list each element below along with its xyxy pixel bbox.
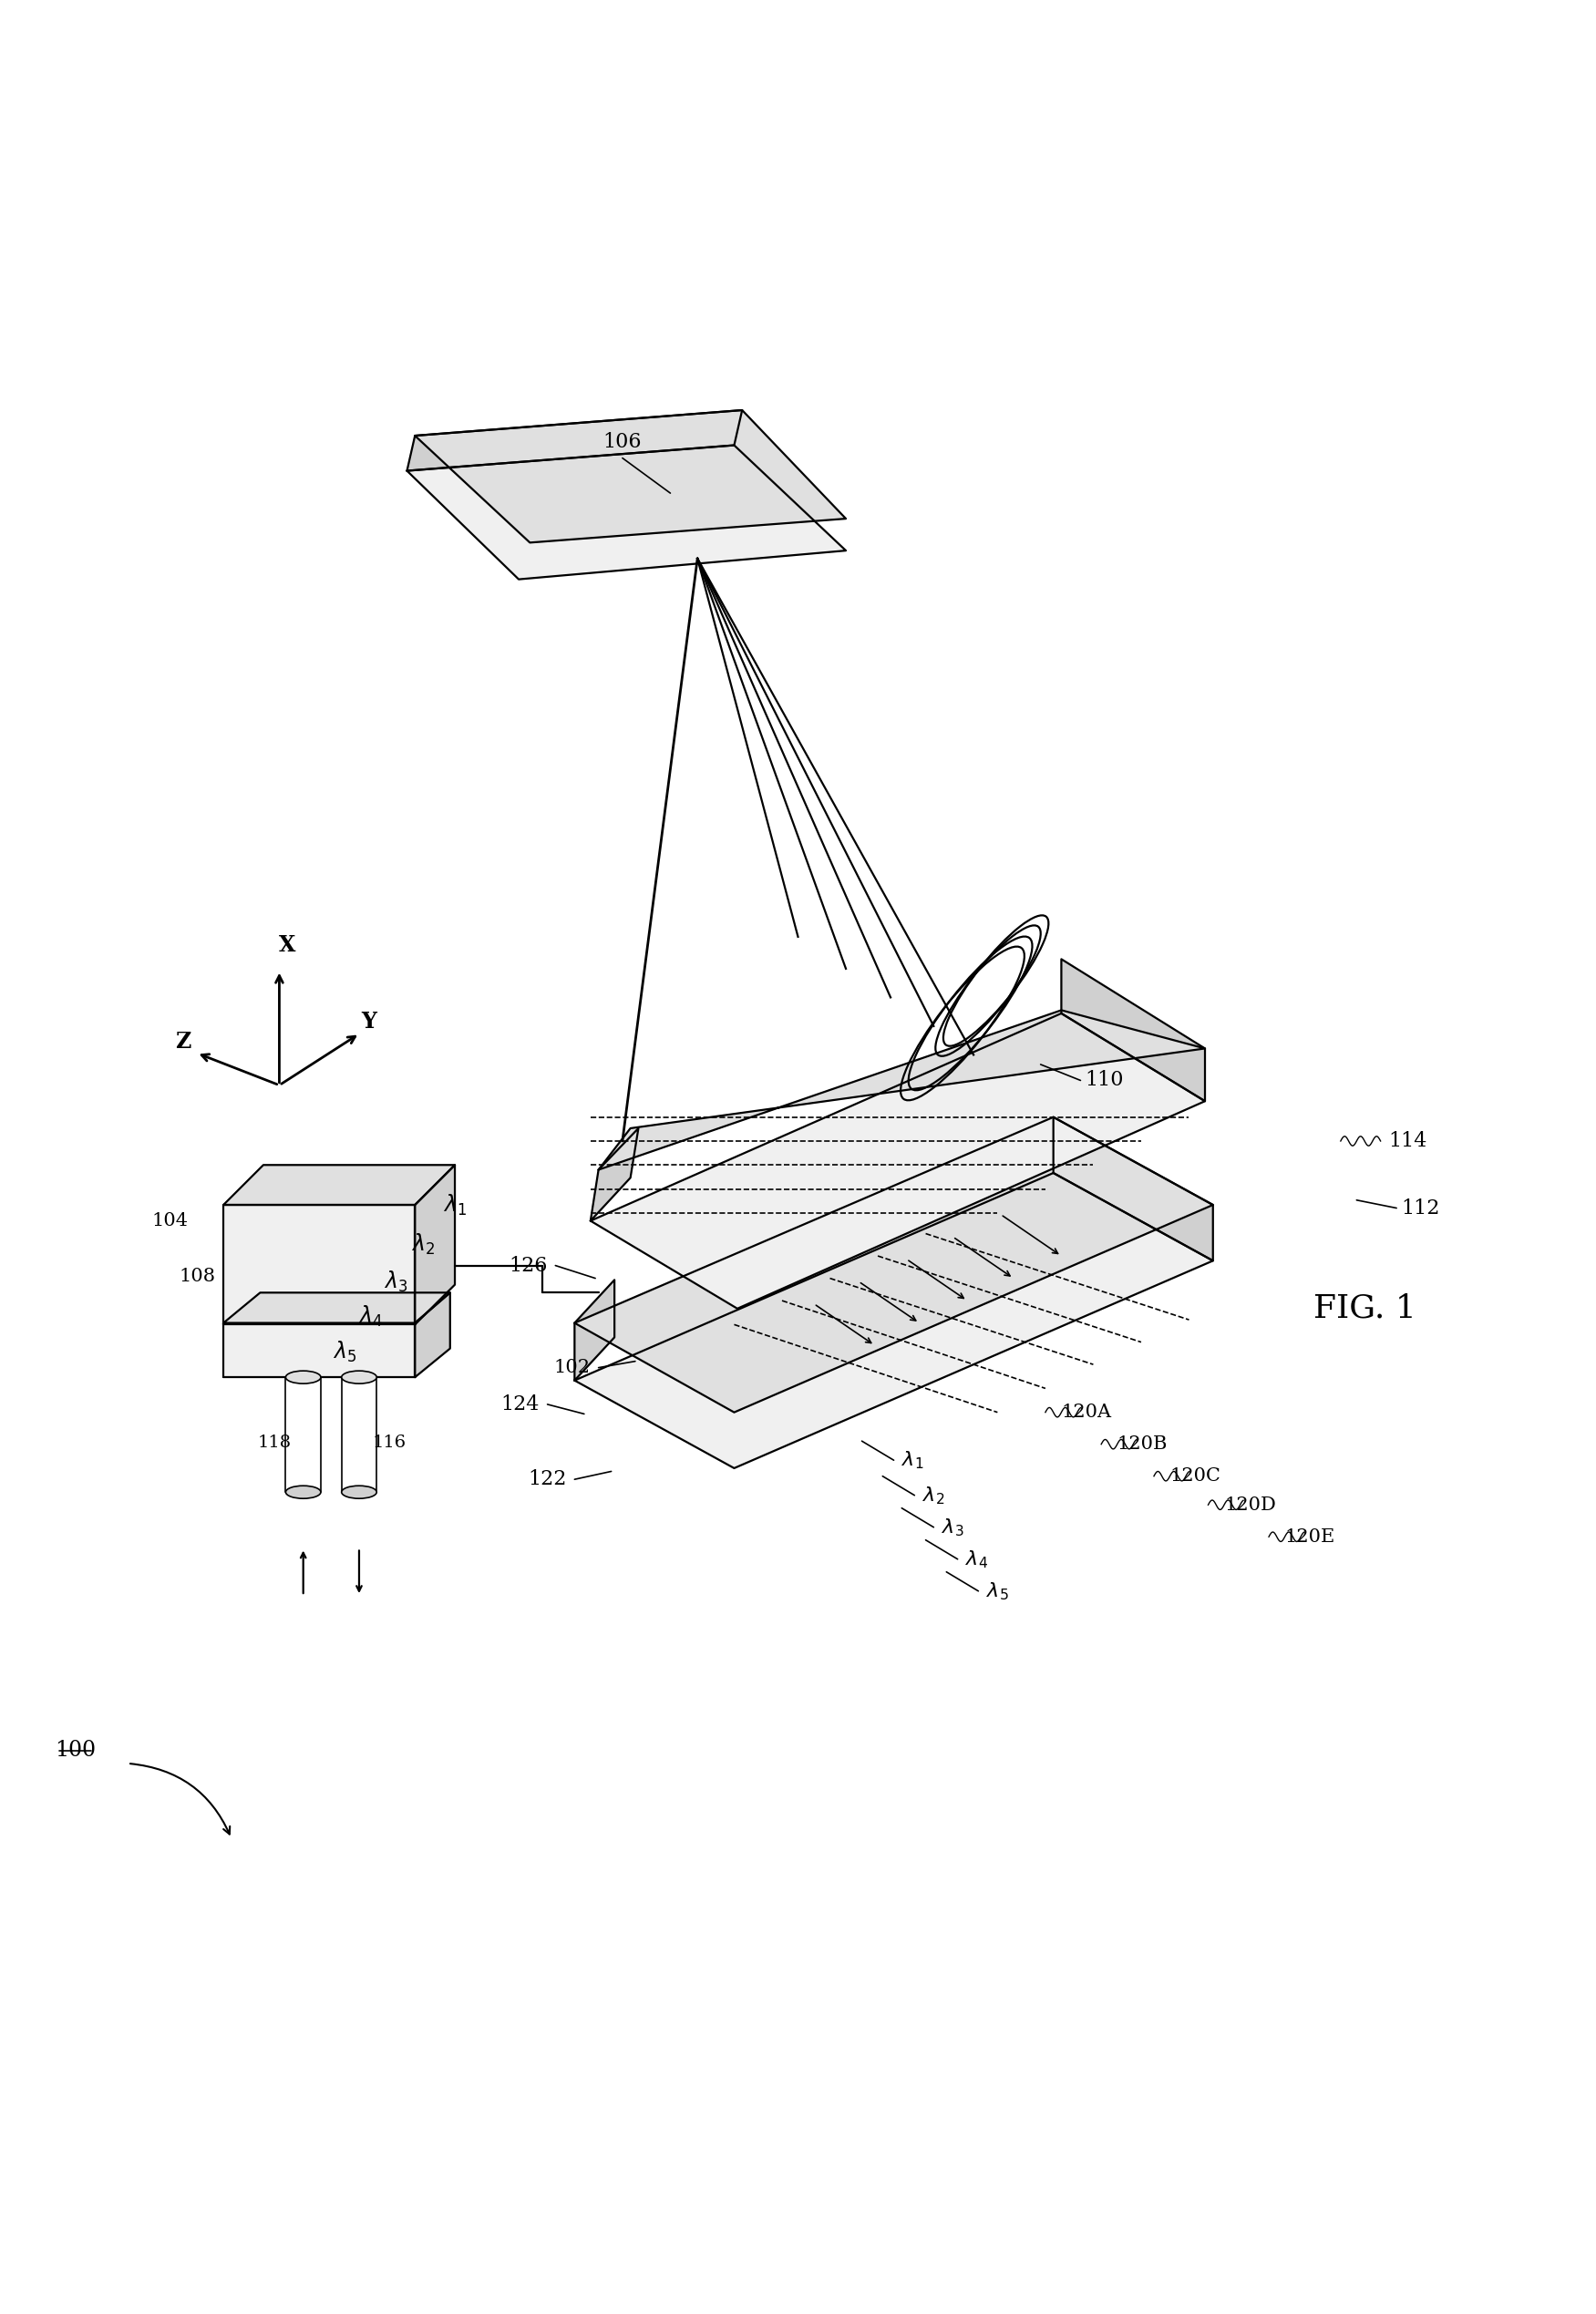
- Text: $\lambda_3$: $\lambda_3$: [942, 1516, 964, 1539]
- Text: $\lambda_5$: $\lambda_5$: [334, 1340, 356, 1363]
- Polygon shape: [598, 1011, 1205, 1171]
- Polygon shape: [407, 444, 846, 578]
- Ellipse shape: [286, 1370, 321, 1384]
- Ellipse shape: [342, 1370, 377, 1384]
- Text: X: X: [279, 935, 295, 956]
- Polygon shape: [575, 1118, 1213, 1412]
- Polygon shape: [223, 1294, 450, 1324]
- Text: 104: 104: [152, 1213, 188, 1229]
- Text: $\lambda_5$: $\lambda_5$: [986, 1580, 1009, 1601]
- Text: 100: 100: [54, 1740, 96, 1761]
- Polygon shape: [1061, 958, 1205, 1101]
- Text: 122: 122: [528, 1469, 567, 1490]
- Polygon shape: [415, 1294, 450, 1377]
- Text: 120E: 120E: [1285, 1527, 1336, 1546]
- Text: 116: 116: [372, 1435, 407, 1451]
- Polygon shape: [575, 1173, 1213, 1467]
- Text: $\lambda_1$: $\lambda_1$: [902, 1449, 924, 1472]
- FancyArrowPatch shape: [131, 1763, 230, 1835]
- Text: 108: 108: [179, 1268, 215, 1284]
- Text: FIG. 1: FIG. 1: [1314, 1294, 1416, 1324]
- Text: $\lambda_4$: $\lambda_4$: [358, 1305, 383, 1328]
- Text: 112: 112: [1401, 1199, 1440, 1217]
- Text: Y: Y: [361, 1011, 377, 1032]
- Polygon shape: [591, 1129, 638, 1222]
- Text: 102: 102: [554, 1358, 591, 1377]
- Text: 114: 114: [1389, 1132, 1427, 1150]
- Text: $\lambda_2$: $\lambda_2$: [412, 1233, 434, 1257]
- Ellipse shape: [342, 1486, 377, 1499]
- Polygon shape: [415, 1164, 455, 1324]
- Text: 124: 124: [501, 1395, 539, 1414]
- Ellipse shape: [286, 1486, 321, 1499]
- Text: 120C: 120C: [1170, 1467, 1221, 1486]
- Polygon shape: [407, 410, 742, 470]
- Text: 120D: 120D: [1224, 1497, 1275, 1513]
- Polygon shape: [591, 1014, 1205, 1310]
- Polygon shape: [223, 1164, 455, 1206]
- Text: $\lambda_3$: $\lambda_3$: [385, 1268, 407, 1294]
- Text: $\lambda_4$: $\lambda_4$: [966, 1548, 988, 1569]
- Text: $\lambda_2$: $\lambda_2$: [922, 1486, 945, 1506]
- Polygon shape: [223, 1206, 415, 1324]
- Text: 106: 106: [603, 433, 642, 451]
- Text: 126: 126: [509, 1257, 547, 1275]
- Polygon shape: [1053, 1118, 1213, 1261]
- Polygon shape: [415, 410, 846, 541]
- Text: 120A: 120A: [1061, 1405, 1111, 1421]
- Text: 110: 110: [1085, 1071, 1124, 1090]
- Text: Z: Z: [176, 1032, 190, 1053]
- Text: 120B: 120B: [1117, 1435, 1168, 1453]
- Text: $\lambda_1$: $\lambda_1$: [444, 1192, 466, 1217]
- Polygon shape: [575, 1280, 614, 1381]
- Polygon shape: [223, 1324, 415, 1377]
- Text: 118: 118: [257, 1435, 292, 1451]
